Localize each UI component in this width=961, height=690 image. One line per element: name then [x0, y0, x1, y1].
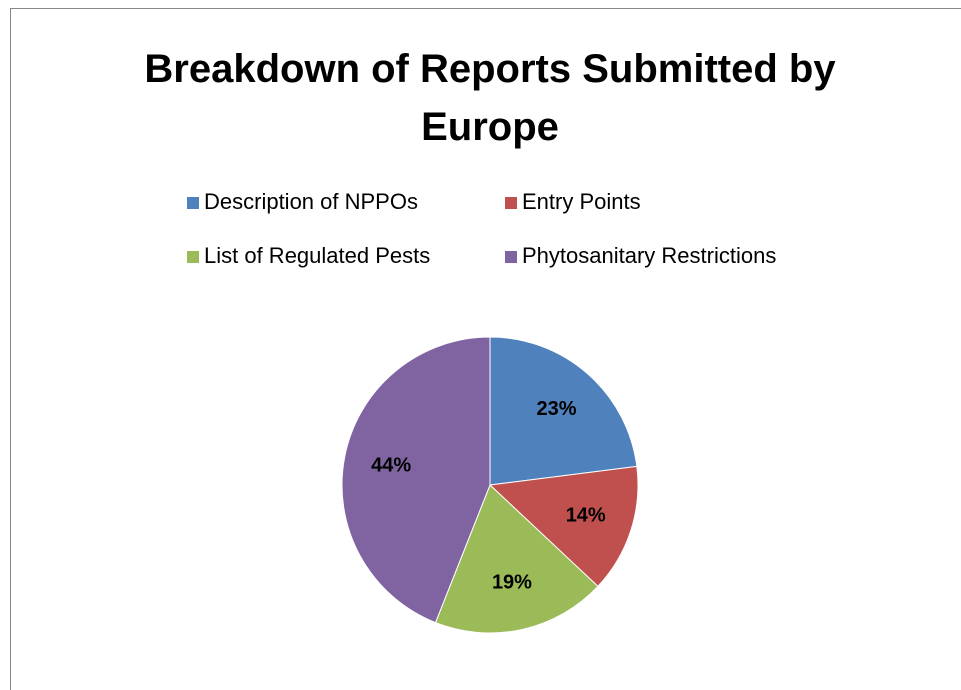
- legend-label: Description of NPPOs: [204, 189, 418, 214]
- legend-swatch: [187, 197, 199, 209]
- pie-slice: [434, 484, 599, 634]
- pie-slice: [489, 336, 638, 486]
- legend-swatch: [505, 251, 517, 263]
- data-label: 23%: [537, 398, 577, 420]
- pie-slice: [341, 336, 491, 624]
- legend-swatch: [187, 251, 199, 263]
- legend-label: List of Regulated Pests: [204, 243, 430, 268]
- legend-swatch: [505, 197, 517, 209]
- legend-label: Entry Points: [522, 189, 641, 214]
- chart-frame: [10, 8, 961, 690]
- legend-label: Phytosanitary Restrictions: [522, 243, 776, 268]
- data-label: 44%: [371, 454, 411, 476]
- data-label: 14%: [566, 504, 606, 526]
- chart-title: Breakdown of Reports Submitted by Europe: [144, 47, 836, 149]
- pie-slice: [488, 465, 639, 588]
- data-label: 19%: [492, 571, 532, 593]
